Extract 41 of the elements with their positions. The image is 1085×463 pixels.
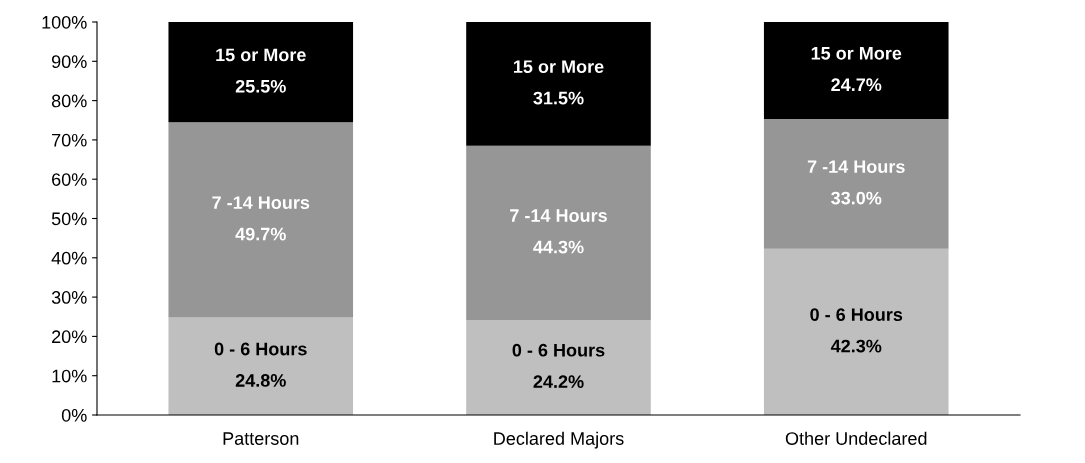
data-label: 33.0% <box>831 191 882 205</box>
y-tick-label: 70% <box>52 133 87 147</box>
bar <box>168 122 354 318</box>
data-label: 42.3% <box>830 339 882 353</box>
bar <box>763 22 949 120</box>
x-tick-label: Declared Majors <box>494 431 624 449</box>
y-tick-label: 100% <box>42 15 87 29</box>
y-tick-label: 90% <box>51 55 87 69</box>
bar <box>466 145 651 320</box>
bar <box>168 317 354 415</box>
y-tick-label: 40% <box>51 251 87 265</box>
series-label: 7 -14 Hours <box>807 160 905 174</box>
y-tick-label: 0% <box>61 408 87 422</box>
y-tick-label: 30% <box>51 291 87 304</box>
text: 0 - 6 Hours <box>214 342 307 356</box>
x-tick-label: Patterson <box>223 432 299 445</box>
y-tick-label: 60% <box>52 173 87 186</box>
series-label: 0 - 6 Hours <box>512 343 605 357</box>
text: 7 -14 Hours <box>510 209 607 222</box>
bar <box>466 319 651 415</box>
data-label: 44.3% <box>533 240 584 254</box>
data-label: 24.2% <box>533 375 584 388</box>
y-tick-label: 80% <box>51 94 87 108</box>
series-label: 15 or More <box>811 47 902 60</box>
x-tick-label: Other Undeclared <box>785 431 927 445</box>
data-label: 31.5% <box>533 91 584 105</box>
data-label: 24.8% <box>235 374 286 387</box>
y-tick-label: 20% <box>52 330 87 344</box>
y-tick-label: 50% <box>51 212 87 226</box>
text: 7 -14 Hours <box>212 196 310 209</box>
text: 15 or More <box>216 48 306 62</box>
y-tick-label: 10% <box>52 369 87 383</box>
bar <box>466 22 651 146</box>
data-label: 49.7% <box>235 227 286 241</box>
bar <box>763 119 949 249</box>
data-label: 24.7% <box>831 78 882 92</box>
text: 15 or More <box>513 60 604 74</box>
bar <box>168 22 354 123</box>
bar <box>763 248 949 415</box>
data-label: 25.5% <box>235 79 286 93</box>
text: 0 - 6 Hours <box>810 308 903 322</box>
